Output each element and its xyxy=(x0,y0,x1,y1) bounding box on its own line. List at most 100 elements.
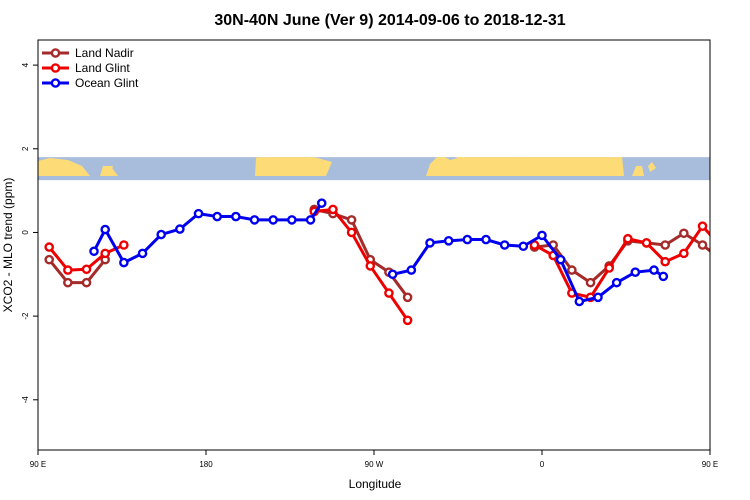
y-tick-label: 2 xyxy=(21,146,30,151)
land-glint-point xyxy=(718,243,725,250)
legend-label: Land Glint xyxy=(75,61,130,75)
y-tick-label: -4 xyxy=(21,396,30,404)
land-glint-point xyxy=(641,238,652,248)
y-tick-label: -2 xyxy=(21,312,30,320)
ocean-glint-point xyxy=(231,211,241,222)
legend-item-ocean-glint: Ocean Glint xyxy=(42,76,139,90)
ocean-glint-point xyxy=(316,198,327,208)
ocean-glint-point xyxy=(593,292,603,303)
land-glint-point xyxy=(365,261,376,271)
map-land xyxy=(632,166,644,176)
ocean-glint-point xyxy=(387,269,398,280)
map-land xyxy=(38,158,90,176)
plot-frame xyxy=(37,39,711,451)
land-glint-point xyxy=(402,315,413,326)
map-land xyxy=(426,157,624,176)
land-nadir-point xyxy=(44,254,55,265)
ocean-glint-point xyxy=(212,211,222,222)
map-land xyxy=(516,157,524,160)
land-nadir-line xyxy=(48,258,107,285)
ocean-glint-point xyxy=(268,215,279,225)
y-axis: -4 -2 0 2 4 xyxy=(21,62,38,403)
ocean-glint-point xyxy=(287,215,297,225)
ocean-glint-point xyxy=(574,296,585,307)
map-land xyxy=(106,168,118,176)
legend-label: Land Nadir xyxy=(75,46,134,60)
land-nadir-line xyxy=(313,207,409,299)
ocean-glint-point xyxy=(425,238,435,248)
ocean-glint-point xyxy=(305,215,316,225)
x-tick-label: 0 xyxy=(540,460,545,469)
legend-marker xyxy=(50,48,61,58)
legend-item-land-nadir: Land Nadir xyxy=(42,46,134,60)
ocean-glint-point xyxy=(518,241,529,252)
x-tick-label: 90 E xyxy=(30,460,46,469)
land-glint-point xyxy=(660,256,671,267)
land-glint-point xyxy=(63,265,73,275)
ocean-glint-point xyxy=(406,265,417,275)
ocean-glint-point xyxy=(611,277,622,288)
ocean-glint-point xyxy=(443,236,454,246)
ocean-glint-point xyxy=(658,271,669,282)
ocean-glint-point xyxy=(499,240,510,250)
land-glint-point xyxy=(384,288,394,298)
land-glint-point xyxy=(119,240,129,250)
y-tick-label: 4 xyxy=(21,62,30,67)
ocean-glint-point xyxy=(193,208,204,219)
land-glint-point xyxy=(697,221,708,231)
ocean-glint-point xyxy=(555,254,566,265)
land-nadir-point xyxy=(63,277,73,288)
ocean-glint-point xyxy=(89,246,99,257)
y-axis-label: XCO2 - MLO trend (ppm) xyxy=(1,178,15,313)
land-nadir-point xyxy=(736,279,743,286)
x-tick-label: 180 xyxy=(199,460,213,469)
x-axis: 90 E 180 90 W 0 90 E xyxy=(30,450,718,469)
ocean-glint-point xyxy=(649,265,659,275)
legend-item-land-glint: Land Glint xyxy=(42,61,130,75)
land-glint-point xyxy=(44,242,55,252)
land-nadir-point xyxy=(718,256,725,263)
plot-series xyxy=(44,198,743,326)
land-nadir-point xyxy=(81,277,92,288)
ocean-glint-point xyxy=(462,234,473,245)
land-nadir-point xyxy=(697,240,708,250)
land-nadir-point xyxy=(679,228,689,239)
legend-marker xyxy=(50,63,61,73)
y-tick-label: 0 xyxy=(21,230,30,235)
land-nadir-point xyxy=(567,265,577,275)
legend-marker xyxy=(50,78,61,88)
ocean-glint-point xyxy=(249,215,260,225)
land-glint-point xyxy=(736,267,743,274)
land-glint-point xyxy=(81,264,92,275)
ocean-glint-point xyxy=(100,224,110,235)
land-nadir-point xyxy=(585,277,596,288)
x-tick-label: 90 W xyxy=(365,460,384,469)
world-map-band xyxy=(38,157,710,181)
chart-title: 30N-40N June (Ver 9) 2014-09-06 to 2018-… xyxy=(214,12,565,29)
ocean-glint-point xyxy=(156,229,166,240)
ocean-glint-point xyxy=(537,230,547,241)
map-land xyxy=(648,162,656,172)
land-glint-point xyxy=(328,204,338,215)
land-glint-point xyxy=(679,248,689,259)
legend-label: Ocean Glint xyxy=(75,76,139,90)
land-glint-point xyxy=(604,263,615,273)
map-land xyxy=(255,157,332,176)
ocean-glint-line xyxy=(392,233,665,303)
land-glint-line xyxy=(314,207,409,322)
ocean-glint-point xyxy=(630,267,641,277)
land-glint-point xyxy=(346,227,357,238)
ocean-glint-line xyxy=(92,202,323,265)
x-tick-label: 90 E xyxy=(702,460,718,469)
ocean-glint-point xyxy=(175,224,185,234)
land-nadir-point xyxy=(660,240,671,250)
map-land xyxy=(456,157,468,158)
land-nadir-point xyxy=(402,292,413,303)
ocean-glint-point xyxy=(137,248,148,259)
ocean-glint-point xyxy=(481,234,491,245)
land-nadir-point xyxy=(346,215,357,225)
x-axis-label: Longitude xyxy=(349,477,402,491)
land-glint-point xyxy=(100,248,110,259)
